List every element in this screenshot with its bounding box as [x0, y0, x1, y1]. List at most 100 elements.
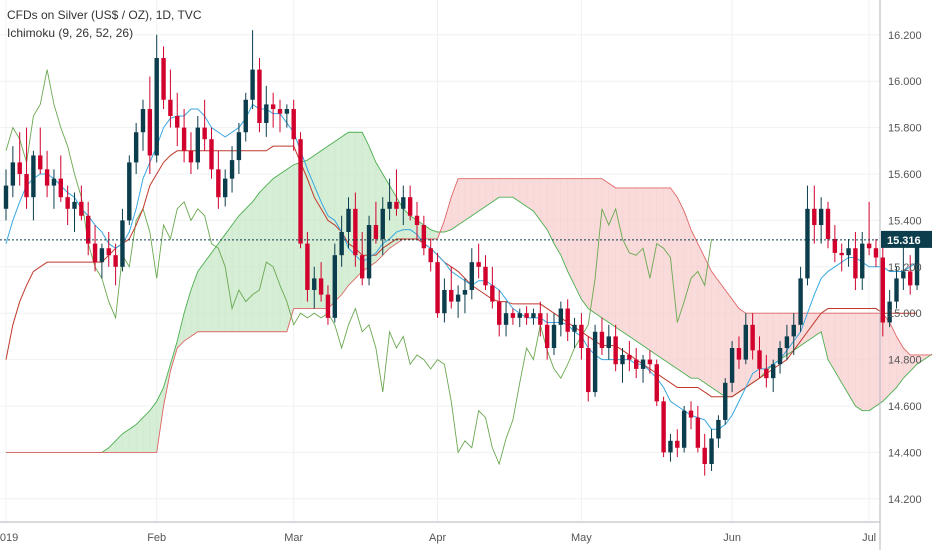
candle — [10, 146, 16, 198]
candle-body — [510, 313, 516, 318]
symbol-title[interactable]: CFDs on Silver (US$ / OZ), 1D, TVC — [7, 8, 202, 22]
candle — [723, 378, 728, 425]
last-price-tag: 15.316 — [881, 230, 932, 248]
candle — [387, 178, 392, 221]
cloud-segment — [259, 184, 267, 333]
cloud-segment — [601, 178, 610, 324]
candle — [544, 313, 550, 360]
candle — [332, 243, 337, 323]
candle-body — [825, 208, 831, 239]
candle-body — [558, 308, 564, 325]
cloud-segment — [766, 312, 774, 372]
candle — [476, 243, 481, 279]
candle — [181, 109, 187, 163]
candle — [736, 336, 742, 369]
candle-body — [901, 271, 906, 279]
candle-body — [133, 132, 139, 163]
candle — [257, 58, 262, 133]
candle — [305, 232, 310, 302]
candle-body — [401, 197, 406, 209]
cloud-segment — [444, 197, 452, 233]
candle — [873, 238, 879, 267]
candle — [147, 76, 153, 174]
cloud-segment — [478, 178, 486, 212]
candle — [497, 290, 502, 337]
cloud-segment — [183, 289, 192, 342]
candle — [127, 155, 132, 226]
candle-body — [298, 139, 303, 244]
candle-body — [606, 336, 611, 348]
chart-legend: CFDs on Silver (US$ / OZ), 1D, TVC Ichim… — [7, 6, 201, 42]
candle — [65, 185, 70, 226]
candle-body — [791, 324, 796, 337]
candle — [99, 243, 105, 279]
cloud-segment — [252, 191, 260, 333]
y-tick-label: 14.600 — [888, 401, 922, 413]
cloud-segment — [868, 312, 877, 412]
candle — [565, 299, 570, 342]
cloud-segment — [663, 187, 671, 365]
candle — [798, 266, 803, 332]
candle-body — [168, 99, 173, 116]
candle-body — [65, 197, 70, 209]
indicator-title[interactable]: Ichimoku (9, 26, 52, 26) — [7, 26, 134, 40]
cloud-segment — [622, 187, 630, 337]
cloud-segment — [135, 416, 144, 453]
candle — [31, 150, 36, 221]
candle — [853, 232, 858, 290]
candle-body — [455, 294, 461, 302]
candle — [613, 324, 618, 372]
candle-body — [716, 419, 721, 439]
cloud-segment — [279, 168, 288, 333]
candle — [716, 415, 721, 448]
candle-body — [277, 109, 283, 114]
candle — [887, 290, 892, 328]
candle-body — [106, 248, 111, 256]
candle — [764, 354, 769, 388]
candle — [17, 132, 22, 186]
candle — [394, 169, 399, 216]
cloud-segment — [711, 270, 719, 393]
candle-body — [771, 364, 776, 379]
candle — [366, 215, 372, 286]
candle — [92, 225, 98, 272]
candle-body — [264, 104, 269, 123]
candle-body — [161, 58, 166, 100]
time-axis[interactable]: 2019 Feb Mar Apr May Jun Jul — [0, 532, 876, 544]
candle-body — [92, 243, 98, 263]
cloud-segment — [827, 312, 836, 373]
candle-body — [757, 350, 762, 369]
candle — [647, 350, 653, 374]
candle — [517, 308, 522, 328]
candle — [558, 301, 564, 337]
candle — [681, 406, 687, 453]
cloud-segment — [218, 233, 226, 333]
cloud-segment — [670, 187, 678, 370]
candle-body — [777, 348, 783, 365]
candle — [531, 308, 536, 325]
cloud-segment — [272, 173, 281, 333]
cloud-segment — [245, 201, 253, 333]
candle-body — [51, 178, 57, 186]
candle — [3, 169, 9, 221]
candle-body — [476, 262, 481, 267]
candle — [908, 255, 913, 295]
candle — [195, 116, 200, 170]
candle-body — [551, 324, 557, 348]
candle-body — [181, 127, 187, 151]
y-tick-label: 15.200 — [888, 262, 922, 274]
price-axis[interactable]: 16.200 16.000 15.800 15.600 15.400 15.200 15.0… — [888, 30, 922, 506]
cloud-segment — [450, 178, 459, 231]
candle — [339, 215, 344, 267]
cloud-segment — [587, 178, 596, 314]
x-tick-label: Mar — [284, 532, 303, 544]
candle — [750, 313, 755, 360]
candle-body — [709, 438, 714, 464]
candle — [791, 313, 796, 355]
candle-body — [86, 215, 91, 244]
candle — [483, 255, 488, 290]
candle-body — [394, 201, 399, 209]
candle-body — [873, 248, 879, 258]
candle-body — [332, 255, 337, 318]
